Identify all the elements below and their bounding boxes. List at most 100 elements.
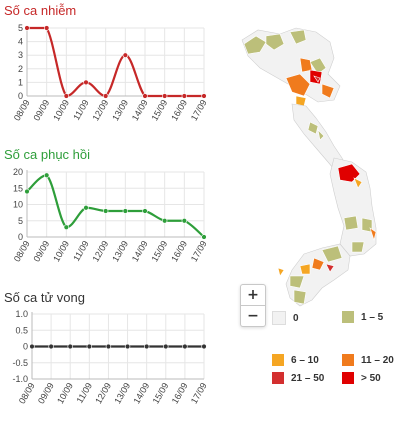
chart-title-infections: Số ca nhiễm <box>4 3 77 18</box>
map-province <box>299 57 313 73</box>
data-point <box>201 93 207 99</box>
map-province <box>317 129 325 141</box>
map-province <box>293 289 307 305</box>
zoom-in-button[interactable]: + <box>247 287 259 303</box>
infections-chart: 0 1 2 3 4 5 08/09 09/09 10/09 11/09 12/09 13/09 14/0… <box>12 23 209 123</box>
x-tick-label: 08/09 <box>17 381 37 406</box>
series-line <box>26 174 205 238</box>
map-province <box>353 177 363 189</box>
x-tick-label: 17/09 <box>189 239 209 264</box>
x-tick-label: 17/09 <box>189 381 209 406</box>
y-tick-label: 0.5 <box>15 325 28 335</box>
map-province <box>321 83 335 99</box>
data-point <box>102 208 109 214</box>
map-province <box>265 33 285 51</box>
x-tick-label: 15/09 <box>151 381 171 406</box>
legend-label: 6 – 10 <box>291 354 319 366</box>
data-point <box>105 343 112 350</box>
y-tick-label: -0.5 <box>12 358 28 368</box>
legend-swatch <box>272 372 284 384</box>
x-tick-label: 09/09 <box>36 381 56 406</box>
map-province <box>309 57 327 75</box>
map-province <box>277 267 285 277</box>
y-tick-label: 20 <box>13 167 23 177</box>
data-point <box>102 93 109 99</box>
map-province <box>307 121 319 135</box>
y-tick-label: 1 <box>18 77 23 87</box>
x-tick-label: 10/09 <box>51 98 71 123</box>
map-zoom-control: + − <box>240 284 266 327</box>
map-province <box>313 75 321 83</box>
data-point <box>43 172 50 178</box>
x-tick-label: 15/09 <box>149 239 169 264</box>
x-tick-label: 11/09 <box>71 239 91 263</box>
legend-item: 11 – 20 <box>342 354 394 366</box>
legend-item: 21 – 50 <box>272 372 324 384</box>
data-point <box>122 52 129 58</box>
x-tick-label: 09/09 <box>31 98 51 123</box>
vietnam-map-svg <box>241 27 377 307</box>
x-tick-label: 12/09 <box>90 98 110 123</box>
legend-label: 21 – 50 <box>291 372 325 384</box>
map-province <box>289 275 305 289</box>
legend-swatch <box>272 311 286 325</box>
data-point <box>63 224 70 230</box>
x-tick-label: 12/09 <box>93 381 113 406</box>
data-point <box>124 343 131 350</box>
y-tick-label: 10 <box>13 200 23 210</box>
zoom-out-button[interactable]: − <box>241 305 265 326</box>
x-tick-label: 10/09 <box>55 381 75 406</box>
data-point <box>67 343 73 350</box>
data-point <box>181 93 188 99</box>
data-point <box>29 343 35 350</box>
map-province <box>337 163 361 183</box>
x-tick-label: 08/09 <box>12 239 32 264</box>
map-province <box>343 215 359 231</box>
data-point <box>163 343 169 350</box>
y-tick-label: 15 <box>13 183 23 193</box>
x-tick-label: 13/09 <box>110 98 130 123</box>
x-tick-label: 13/09 <box>110 239 130 264</box>
y-tick-label: 1.0 <box>15 309 28 319</box>
data-point <box>142 93 148 99</box>
map-province <box>321 245 343 263</box>
legend-swatch <box>342 372 354 384</box>
legend-item: 6 – 10 <box>272 354 319 366</box>
legend-label: > 50 <box>361 372 381 384</box>
x-tick-label: 14/09 <box>131 381 151 406</box>
x-tick-label: 14/09 <box>130 239 150 264</box>
legend-swatch <box>342 354 354 366</box>
y-tick-label: -1.0 <box>12 374 28 384</box>
map-province <box>325 263 335 273</box>
map-province <box>285 73 311 97</box>
x-tick-label: 11/09 <box>74 381 94 405</box>
y-tick-label: 5 <box>18 23 23 33</box>
x-tick-label: 09/09 <box>31 239 51 264</box>
data-point <box>201 234 207 240</box>
data-point <box>83 205 89 211</box>
legend-swatch <box>272 354 284 366</box>
data-point <box>48 343 54 350</box>
x-tick-label: 17/09 <box>189 98 209 123</box>
x-tick-label: 12/09 <box>90 239 110 264</box>
map-region-central <box>329 157 377 257</box>
chart-title-deaths: Số ca tử vong <box>4 290 85 305</box>
deaths-chart: -1.0 -0.5 0 0.5 1.0 08/09 09/09 10/09 11/09 12/09… <box>12 309 209 406</box>
data-point <box>181 218 188 224</box>
map-province <box>243 35 267 55</box>
series-line <box>27 26 204 98</box>
y-tick-label: 0 <box>18 232 23 242</box>
legend-item: 1 – 5 <box>342 311 383 323</box>
data-point <box>201 343 207 350</box>
x-tick-label: 16/09 <box>170 381 190 406</box>
vietnam-map[interactable] <box>230 22 410 322</box>
y-tick-label: 0 <box>23 342 28 352</box>
data-point <box>122 208 129 214</box>
data-point <box>86 343 93 350</box>
y-tick-label: 5 <box>18 216 23 226</box>
x-tick-label: 08/09 <box>12 98 32 123</box>
legend-label: 1 – 5 <box>361 311 384 323</box>
map-region-north <box>241 27 341 103</box>
legend-item: 0 <box>272 311 299 325</box>
y-tick-label: 2 <box>18 64 23 74</box>
